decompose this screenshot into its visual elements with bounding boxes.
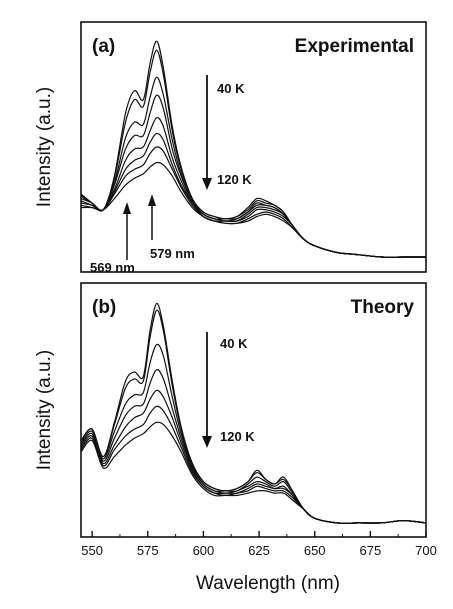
panel-a-title: Experimental <box>295 36 414 57</box>
panel-a-series-2 <box>80 49 426 258</box>
panel-a-series-3 <box>80 76 426 258</box>
x-tick-label-675: 675 <box>360 543 382 558</box>
x-tick-label-650: 650 <box>304 543 326 558</box>
panel-a: (a) Experimental Intensity (a.u.) 40 K 1… <box>34 21 427 275</box>
peak-569-arrow-head <box>123 202 131 214</box>
panel-b-ylabel: Intensity (a.u.) <box>34 350 55 470</box>
panel-b-series-1 <box>80 302 427 524</box>
panel-a-series-1 <box>80 40 426 258</box>
panel-b-label: (b) <box>92 297 116 318</box>
panel-b-temp-high: 40 K <box>220 336 248 351</box>
panel-b-series-5 <box>80 389 427 524</box>
panel-b-temp-arrow <box>202 332 212 448</box>
panel-a-series-4 <box>80 94 426 258</box>
x-tick-label-550: 550 <box>81 543 103 558</box>
panel-b-series-7 <box>80 421 427 524</box>
temp-arrow-head-a <box>202 178 212 190</box>
panel-a-temp-arrow <box>202 75 212 190</box>
panel-b-frame <box>80 282 427 538</box>
panel-b-series-6 <box>80 405 427 524</box>
x-tick-label-625: 625 <box>248 543 270 558</box>
panel-b-curves <box>80 302 427 524</box>
panel-a-ylabel: Intensity (a.u.) <box>34 87 55 207</box>
peak-579-arrow-head <box>148 194 156 206</box>
temp-arrow-head-b <box>202 436 212 448</box>
x-tick-label-600: 600 <box>193 543 215 558</box>
x-tick-label-575: 575 <box>137 543 159 558</box>
panel-a-temp-high: 40 K <box>217 81 245 96</box>
panel-a-frame <box>80 21 427 273</box>
panel-a-series-5 <box>80 116 426 258</box>
panel-b-temp-low: 120 K <box>220 429 255 444</box>
x-axis-ticks: 550 575 600 625 650 675 700 <box>81 531 437 558</box>
peak-569-label: 569 nm <box>90 260 135 275</box>
peak-569-arrow <box>123 202 131 260</box>
panel-a-label: (a) <box>92 36 115 57</box>
x-tick-label-700: 700 <box>415 543 437 558</box>
panel-a-series-8 <box>80 161 426 258</box>
peak-579-label: 579 nm <box>150 246 195 261</box>
peak-579-arrow <box>148 194 156 240</box>
panel-b-title: Theory <box>351 297 415 318</box>
panel-a-curves <box>80 40 426 258</box>
panel-a-temp-low: 120 K <box>217 172 252 187</box>
x-axis-title: Wavelength (nm) <box>196 573 340 594</box>
panel-a-series-6 <box>80 132 426 258</box>
panel-b: (b) Theory Intensity (a.u.) 40 K 120 K 5… <box>34 282 437 594</box>
panel-b-series-4 <box>80 369 427 524</box>
